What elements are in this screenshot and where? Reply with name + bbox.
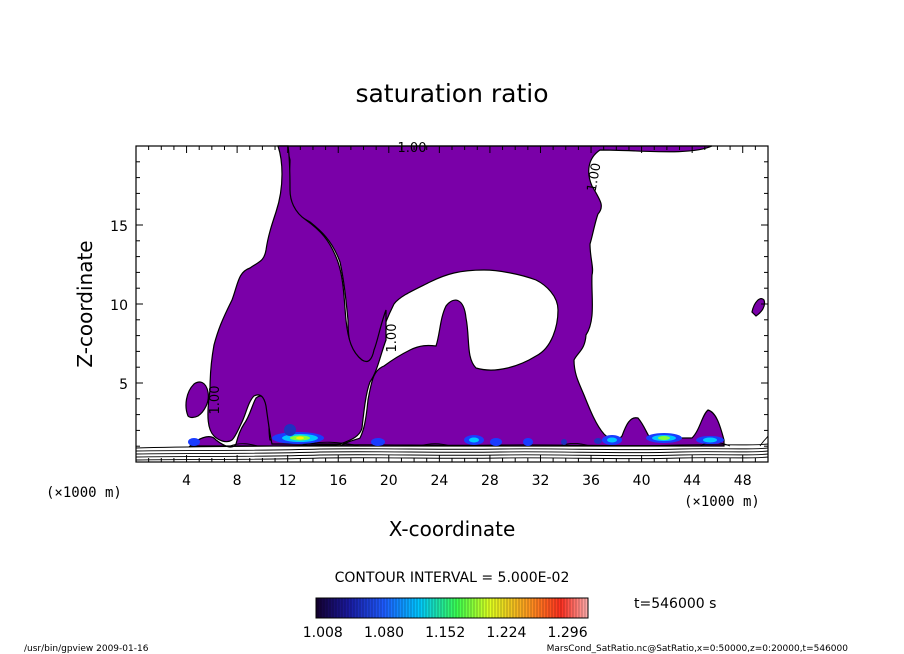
colorbar-tick-label: 1.080 <box>364 625 404 641</box>
x-tick-label: 32 <box>532 473 550 489</box>
contour-label-left: 1.00 <box>208 386 223 415</box>
y-tick-label: 5 <box>119 377 128 393</box>
x-tick-label: 36 <box>582 473 600 489</box>
colorbar-ticks: 1.008 1.080 1.152 1.224 1.296 <box>303 625 588 641</box>
x-unit-label: (×1000 m) <box>684 494 760 510</box>
x-tick-label: 8 <box>233 473 242 489</box>
colorbar: 1.008 1.080 1.152 1.224 1.296 <box>303 597 589 641</box>
x-tick-label: 16 <box>329 473 347 489</box>
y-unit-label: (×1000 m) <box>46 485 122 501</box>
x-axis-label: X-coordinate <box>389 517 516 541</box>
saturated-patch-left <box>185 381 209 419</box>
y-axis-label: Z-coordinate <box>73 240 97 367</box>
y-tick-label: 10 <box>110 298 128 314</box>
contour-label-center: 1.00 <box>385 324 400 353</box>
saturated-region-left <box>207 145 387 445</box>
supersaturation-spots <box>188 424 724 446</box>
colorbar-tick-label: 1.008 <box>303 625 343 641</box>
colorbar-tick-label: 1.296 <box>548 625 588 641</box>
x-tick-label: 28 <box>481 473 499 489</box>
colorbar-tick-label: 1.152 <box>425 625 465 641</box>
time-label: t=546000 s <box>634 596 716 612</box>
x-tick-label: 40 <box>633 473 651 489</box>
plot-area: 1.00 1.00 1.00 1.00 <box>135 141 769 463</box>
saturated-patch-right <box>751 298 766 317</box>
x-tick-label: 24 <box>430 473 448 489</box>
colorbar-tick-label: 1.224 <box>486 625 526 641</box>
contour-label-top: 1.00 <box>398 141 427 156</box>
contour-interval: CONTOUR INTERVAL = 5.000E-02 <box>335 570 570 586</box>
x-tick-label: 12 <box>279 473 297 489</box>
x-tick-label: 20 <box>380 473 398 489</box>
y-tick-label: 15 <box>110 219 128 235</box>
x-tick-label: 4 <box>182 473 191 489</box>
contour-label-upper-right: 1.00 <box>585 162 605 193</box>
chart-title: saturation ratio <box>355 79 548 108</box>
colorbar-stripes <box>317 598 586 618</box>
x-tick-label: 44 <box>683 473 701 489</box>
y-axis: 5 10 15 <box>110 161 768 447</box>
footer-left: /usr/bin/gpview 2009-01-16 <box>24 644 149 654</box>
footer-right: MarsCond_SatRatio.nc@SatRatio,x=0:50000,… <box>547 644 849 654</box>
x-tick-label: 48 <box>734 473 752 489</box>
x-axis: 4 8 12 16 20 24 28 32 36 40 44 48 <box>148 146 756 489</box>
